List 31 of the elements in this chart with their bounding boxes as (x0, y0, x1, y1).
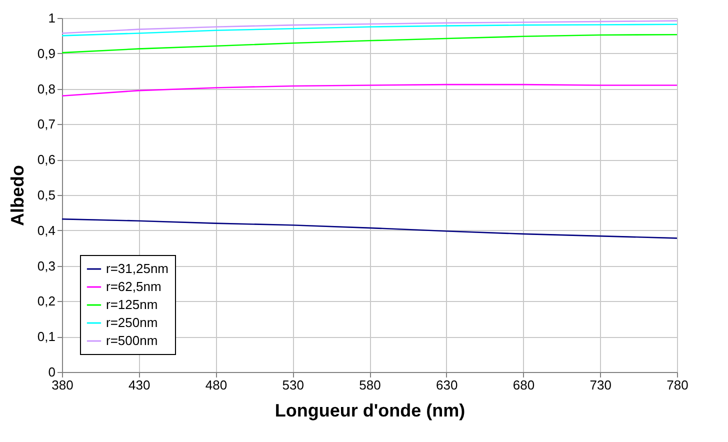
line-series (61, 24, 678, 36)
y-tick-label: 0,8 (37, 81, 56, 96)
y-axis-title: Albedo (7, 165, 28, 226)
x-axis-title: Longueur d'onde (nm) (274, 400, 466, 420)
line-series (61, 34, 678, 54)
legend-label: r=500nm (106, 333, 158, 348)
y-tick-label: 0,5 (37, 188, 56, 202)
y-tick-label: 0,4 (37, 222, 56, 238)
legend-label: r=62,5nm (106, 279, 162, 294)
x-tick-label: 430 (128, 378, 150, 392)
x-tick-label: 580 (359, 378, 381, 392)
y-tick-label: 0,9 (37, 46, 56, 61)
x-tick-label: 630 (436, 378, 458, 392)
legend-label: r=250nm (106, 315, 158, 330)
y-tick-label: 0,1 (37, 329, 56, 344)
x-tick-label: 730 (590, 378, 612, 392)
y-tick-label: 0,2 (37, 294, 56, 309)
x-tick-label: 780 (666, 378, 688, 392)
legend-label: r=125nm (106, 297, 158, 312)
y-tick-label: 0,6 (37, 152, 56, 168)
x-tick-label: 530 (282, 378, 304, 392)
legend-label: r=31,25nm (106, 261, 169, 276)
y-tick-label: 0,7 (37, 116, 56, 132)
line-series (61, 218, 678, 239)
line-series (61, 84, 678, 97)
y-tick-label: 0,3 (37, 258, 56, 274)
y-tick-label: 1 (48, 10, 56, 26)
x-tick-label: 380 (52, 378, 74, 392)
x-tick-label: 680 (512, 378, 535, 392)
x-tick-label: 480 (205, 378, 228, 392)
y-tick-label: 0 (48, 364, 56, 380)
